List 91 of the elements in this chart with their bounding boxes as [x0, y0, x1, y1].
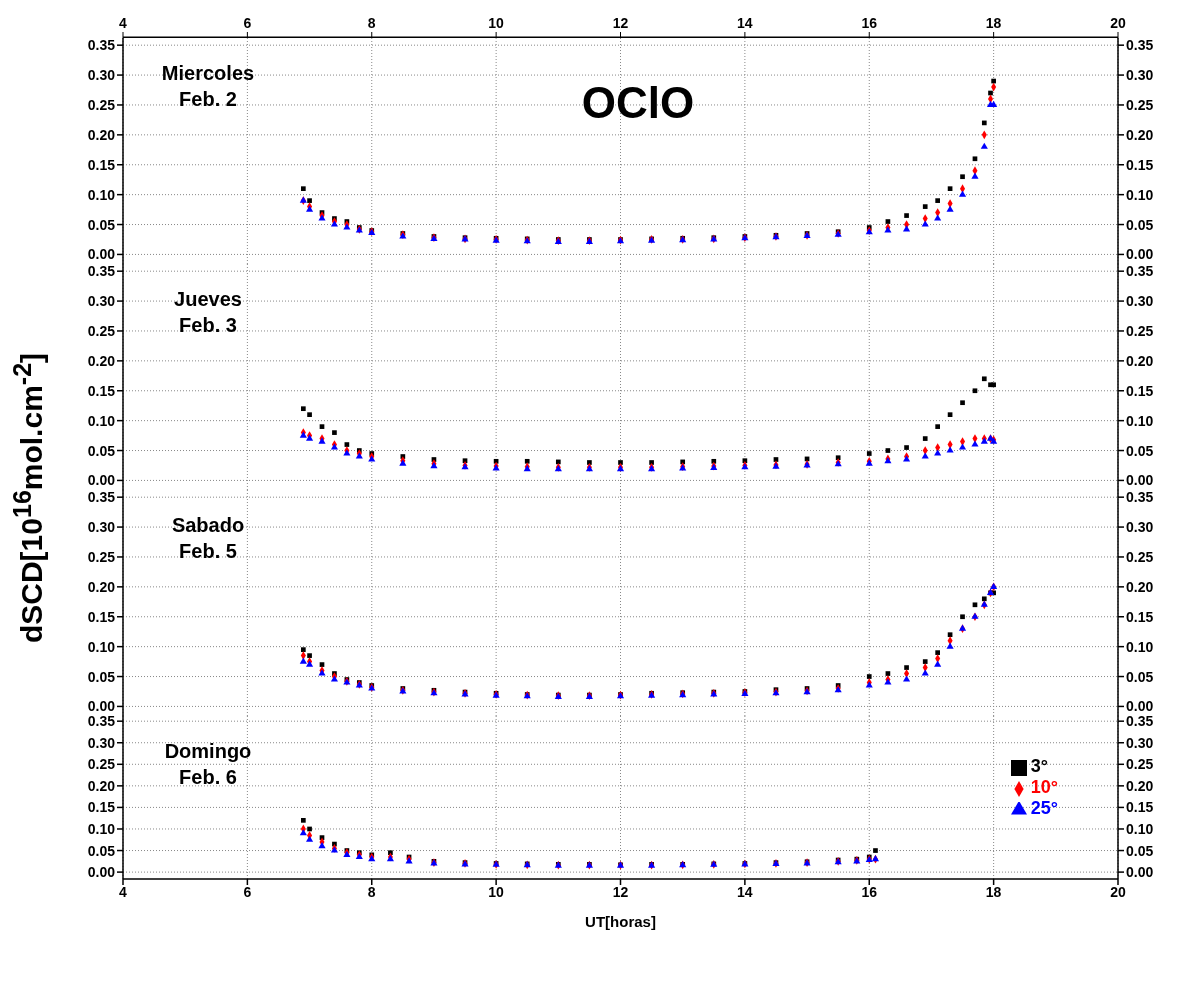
x-tick-label: 10	[488, 883, 505, 900]
x-tick-label: 6	[243, 883, 252, 900]
y-tick-label: 0.15	[87, 156, 116, 173]
text: OClO	[580, 78, 696, 128]
y2-tick-label: 0.25	[1126, 322, 1154, 339]
y-tick-label: 0.20	[87, 126, 116, 143]
x2-tick-label: 14	[737, 15, 753, 31]
x-tick-label: 4	[119, 883, 128, 900]
y2-tick-label: 0.15	[1126, 156, 1154, 173]
y-tick-label: 0.15	[87, 608, 116, 625]
y-tick-label: 0.10	[87, 186, 116, 203]
y-tick-label: 0.05	[87, 842, 116, 859]
y2-tick-label: 0.00	[1126, 246, 1154, 263]
x-tick-label: 12	[612, 883, 629, 900]
legend-label: 10°	[1030, 777, 1058, 797]
y-tick-label: 0.20	[87, 352, 116, 369]
y-tick-label: 0.30	[87, 734, 116, 751]
y2-tick-label: 0.00	[1126, 864, 1154, 881]
x2-tick-label: 8	[367, 15, 376, 31]
y2-tick-label: 0.35	[1126, 713, 1154, 730]
y2-tick-label: 0.30	[1126, 734, 1154, 751]
y2-tick-label: 0.35	[1126, 37, 1154, 54]
y2-tick-label: 0.05	[1126, 668, 1154, 685]
annotation: Domingo Feb. 6	[163, 739, 253, 790]
y2-tick-label: 0.25	[1126, 756, 1154, 773]
y-tick-label: 0.30	[87, 519, 116, 536]
y-tick-label: 0.35	[87, 713, 116, 730]
x2-tick-label: 18	[985, 15, 1002, 31]
x-tick-label: 20	[1110, 883, 1126, 900]
y-tick-label: 0.30	[87, 67, 116, 84]
y-tick-label: 0.10	[87, 638, 116, 655]
y2-tick-label: 0.30	[1126, 293, 1154, 310]
x2-tick-label: 10	[488, 15, 505, 31]
x-tick-label: 8	[367, 883, 376, 900]
y-tick-label: 0.05	[87, 442, 116, 459]
y-tick-label: 0.25	[87, 96, 116, 113]
y2-tick-label: 0.20	[1126, 352, 1154, 369]
y-tick-label: 0.35	[87, 489, 116, 506]
y-tick-label: 0.15	[87, 382, 116, 399]
y-tick-label: 0.20	[87, 777, 116, 794]
y2-tick-label: 0.10	[1126, 820, 1154, 837]
y2-tick-label: 0.20	[1126, 126, 1154, 143]
y2-tick-label: 0.25	[1126, 96, 1154, 113]
y-tick-label: 0.35	[87, 37, 116, 54]
x2-tick-label: 4	[119, 15, 128, 31]
y-tick-label: 0.10	[87, 820, 116, 837]
y-tick-label: 0.10	[87, 412, 116, 429]
y2-tick-label: 0.00	[1126, 698, 1154, 715]
y-tick-label: 0.15	[87, 799, 116, 816]
y-tick-label: 0.30	[87, 293, 116, 310]
y2-tick-label: 0.20	[1126, 777, 1154, 794]
y-tick-label: 0.00	[87, 246, 116, 263]
y2-tick-label: 0.10	[1126, 638, 1154, 655]
legend-label: 25°	[1030, 798, 1058, 818]
y2-tick-label: 0.20	[1126, 578, 1154, 595]
y2-tick-label: 0.25	[1126, 548, 1154, 565]
y2-tick-label: 0.05	[1126, 842, 1154, 859]
y-tick-label: 0.00	[87, 698, 116, 715]
y2-tick-label: 0.00	[1126, 472, 1154, 489]
x-tick-label: 14	[737, 883, 753, 900]
y2-tick-label: 0.05	[1126, 442, 1154, 459]
x2-tick-label: 12	[612, 15, 629, 31]
y2-tick-label: 0.35	[1126, 263, 1154, 280]
y2-tick-label: 0.30	[1126, 519, 1154, 536]
legend-label: 3°	[1030, 756, 1048, 776]
y2-tick-label: 0.15	[1126, 382, 1154, 399]
y2-tick-label: 0.30	[1126, 67, 1154, 84]
y-tick-label: 0.00	[87, 864, 116, 881]
y2-tick-label: 0.05	[1126, 216, 1154, 233]
y-tick-label: 0.25	[87, 322, 116, 339]
y2-tick-label: 0.15	[1126, 799, 1154, 816]
y-tick-label: 0.05	[87, 668, 116, 685]
x2-tick-label: 20	[1110, 15, 1126, 31]
y-tick-label: 0.35	[87, 263, 116, 280]
annotation: Sabado Feb. 5	[170, 513, 246, 564]
x2-tick-label: 16	[861, 15, 878, 31]
x-axis-title: UT[horas]	[585, 913, 656, 930]
x-tick-label: 16	[861, 883, 878, 900]
y2-tick-label: 0.35	[1126, 489, 1154, 506]
y-tick-label: 0.25	[87, 548, 116, 565]
y2-tick-label: 0.10	[1126, 412, 1154, 429]
x-tick-label: 18	[985, 883, 1002, 900]
annotation: Jueves Feb. 3	[173, 287, 243, 338]
y-tick-label: 0.05	[87, 216, 116, 233]
y-tick-label: 0.00	[87, 472, 116, 489]
y2-tick-label: 0.10	[1126, 186, 1154, 203]
y-tick-label: 0.20	[87, 578, 116, 595]
annotation: Miercoles Feb. 2	[160, 61, 256, 112]
y2-tick-label: 0.15	[1126, 608, 1154, 625]
x2-tick-label: 6	[243, 15, 252, 31]
y-tick-label: 0.25	[87, 756, 116, 773]
